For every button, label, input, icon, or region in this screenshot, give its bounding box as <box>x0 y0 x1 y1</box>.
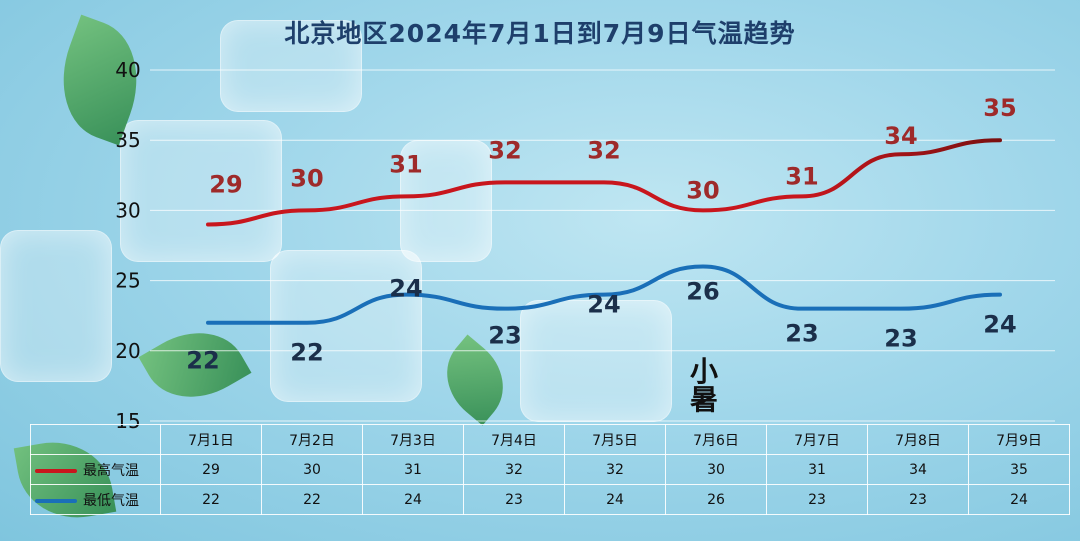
data-label-low: 23 <box>785 320 818 348</box>
data-label-low: 24 <box>389 275 422 303</box>
legend-low-label: 最低气温 <box>83 492 139 509</box>
ice-cube-decoration <box>520 300 672 422</box>
data-label-high: 31 <box>389 150 422 178</box>
legend-high-key <box>35 468 77 473</box>
y-tick-label: 35 <box>115 128 140 152</box>
table-cell: 31 <box>362 454 464 485</box>
table-cell: 32 <box>564 454 666 485</box>
table-header-cell: 7月2日 <box>261 424 363 455</box>
table-cell: 30 <box>665 454 767 485</box>
y-tick-label: 30 <box>115 198 140 222</box>
data-label-low: 26 <box>686 278 719 306</box>
data-label-high: 29 <box>209 170 242 198</box>
data-label-high: 32 <box>488 136 521 164</box>
series-line-low <box>206 264 1002 325</box>
data-label-high: 30 <box>290 164 323 192</box>
data-labels: 29 30 31 32 32 30 31 34 35 22 22 24 23 24 26 23 23 24 <box>186 94 1016 375</box>
data-label-high: 32 <box>587 136 620 164</box>
table-corner <box>30 424 161 455</box>
data-label-high: 34 <box>884 122 917 150</box>
y-tick-label: 20 <box>115 339 140 363</box>
data-label-high: 31 <box>785 162 818 190</box>
ice-cube-decoration <box>270 250 422 402</box>
data-label-low: 22 <box>186 347 219 375</box>
legend-high: 最高气温 <box>30 454 161 485</box>
table-cell: 34 <box>867 454 969 485</box>
table-cell: 32 <box>463 454 565 485</box>
table-cell: 23 <box>766 484 868 515</box>
table-cell: 26 <box>665 484 767 515</box>
table-row-high: 最高气温 29 30 31 32 32 30 31 34 35 <box>30 454 1070 485</box>
table-cell: 23 <box>463 484 565 515</box>
xiaoshu-logo: 小暑 <box>684 358 724 414</box>
data-label-low: 23 <box>884 325 917 353</box>
table-header-cell: 7月1日 <box>160 424 262 455</box>
table-header-cell: 7月8日 <box>867 424 969 455</box>
table-header-cell: 7月7日 <box>766 424 868 455</box>
table-cell: 29 <box>160 454 262 485</box>
data-label-low: 24 <box>587 291 620 319</box>
table-cell: 22 <box>160 484 262 515</box>
ice-cube-decoration <box>120 120 282 262</box>
data-label-high: 35 <box>983 94 1016 122</box>
table-cell: 23 <box>867 484 969 515</box>
legend-high-label: 最高气温 <box>83 462 139 479</box>
data-label-low: 23 <box>488 322 521 350</box>
table-cell: 24 <box>564 484 666 515</box>
data-label-high: 30 <box>686 176 719 204</box>
table-header-cell: 7月5日 <box>564 424 666 455</box>
table-header-cell: 7月9日 <box>968 424 1070 455</box>
table-header-cell: 7月4日 <box>463 424 565 455</box>
series-line-high <box>206 138 1002 227</box>
data-table: 7月1日 7月2日 7月3日 7月4日 7月5日 7月6日 7月7日 7月8日 7月9日 最高气… <box>30 424 1070 515</box>
y-tick-label: 40 <box>115 58 140 82</box>
ice-cube-decoration <box>0 230 112 382</box>
legend-low-key <box>35 498 77 503</box>
logo-text: 小暑 <box>689 355 718 416</box>
table-cell: 31 <box>766 454 868 485</box>
series-lines <box>206 138 1002 325</box>
table-cell: 24 <box>362 484 464 515</box>
table-cell: 22 <box>261 484 363 515</box>
grid <box>150 69 1055 422</box>
table-header-cell: 7月3日 <box>362 424 464 455</box>
ice-cube-decoration <box>400 140 492 262</box>
table-cell: 30 <box>261 454 363 485</box>
data-label-low: 22 <box>290 339 323 367</box>
y-tick-label: 25 <box>115 269 140 293</box>
table-cell: 24 <box>968 484 1070 515</box>
table-row-low: 最低气温 22 22 24 23 24 26 23 23 24 <box>30 484 1070 515</box>
ice-cube-decoration <box>220 20 362 112</box>
chart-title: 北京地区2024年7月1日到7月9日气温趋势 <box>284 19 796 48</box>
table-header-row: 7月1日 7月2日 7月3日 7月4日 7月5日 7月6日 7月7日 7月8日 7月9日 <box>30 424 1070 455</box>
table-header-cell: 7月6日 <box>665 424 767 455</box>
data-label-low: 24 <box>983 311 1016 339</box>
table-cell: 35 <box>968 454 1070 485</box>
legend-low: 最低气温 <box>30 484 161 515</box>
